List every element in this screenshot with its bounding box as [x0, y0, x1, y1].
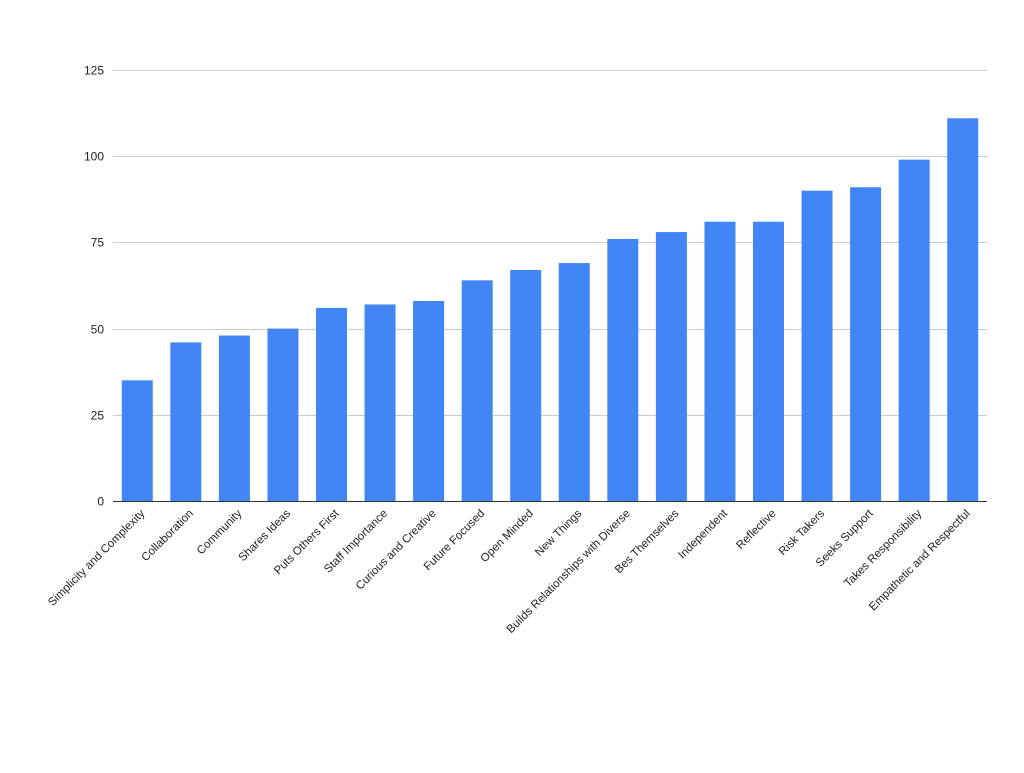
x-tick-labels: Simplicity and ComplexityCollaborationCo…	[46, 507, 973, 636]
bar	[655, 232, 687, 501]
bar	[607, 238, 639, 501]
bar	[316, 307, 347, 501]
bar	[218, 335, 250, 501]
y-tick-labels: 0 25 50 75 100 125	[84, 64, 104, 509]
bar	[413, 301, 445, 501]
x-tick-label: Collaboration	[140, 508, 196, 564]
bar	[947, 118, 979, 501]
y-tick-label: 50	[91, 323, 105, 337]
bar	[704, 221, 736, 501]
x-tick-label: Simplicity and Complexity	[46, 507, 147, 608]
bar	[121, 380, 153, 501]
bar	[510, 269, 542, 501]
x-tick-label: Empathetic and Respectful	[867, 508, 973, 614]
x-tick-label: New Things	[533, 507, 584, 558]
bar	[898, 159, 930, 501]
bar	[850, 187, 882, 501]
bar	[461, 280, 493, 501]
gridlines	[113, 70, 987, 416]
bar	[558, 263, 590, 501]
y-tick-label: 100	[84, 150, 104, 164]
y-tick-label: 25	[91, 409, 105, 423]
x-tick-label: Community	[195, 507, 245, 557]
x-tick-label: Reflective	[734, 508, 778, 552]
bar	[364, 304, 396, 501]
bar	[170, 342, 202, 501]
x-tick-label: Independent	[676, 507, 730, 561]
bar	[267, 328, 299, 501]
y-tick-label: 125	[84, 64, 104, 78]
y-tick-label: 75	[91, 236, 105, 250]
bar	[801, 190, 833, 501]
x-tick-label: Risk Takers	[777, 507, 828, 558]
bars	[121, 118, 979, 501]
x-tick-label: Curious and Creative	[354, 508, 439, 593]
bar	[753, 221, 784, 501]
y-tick-label: 0	[97, 495, 104, 509]
